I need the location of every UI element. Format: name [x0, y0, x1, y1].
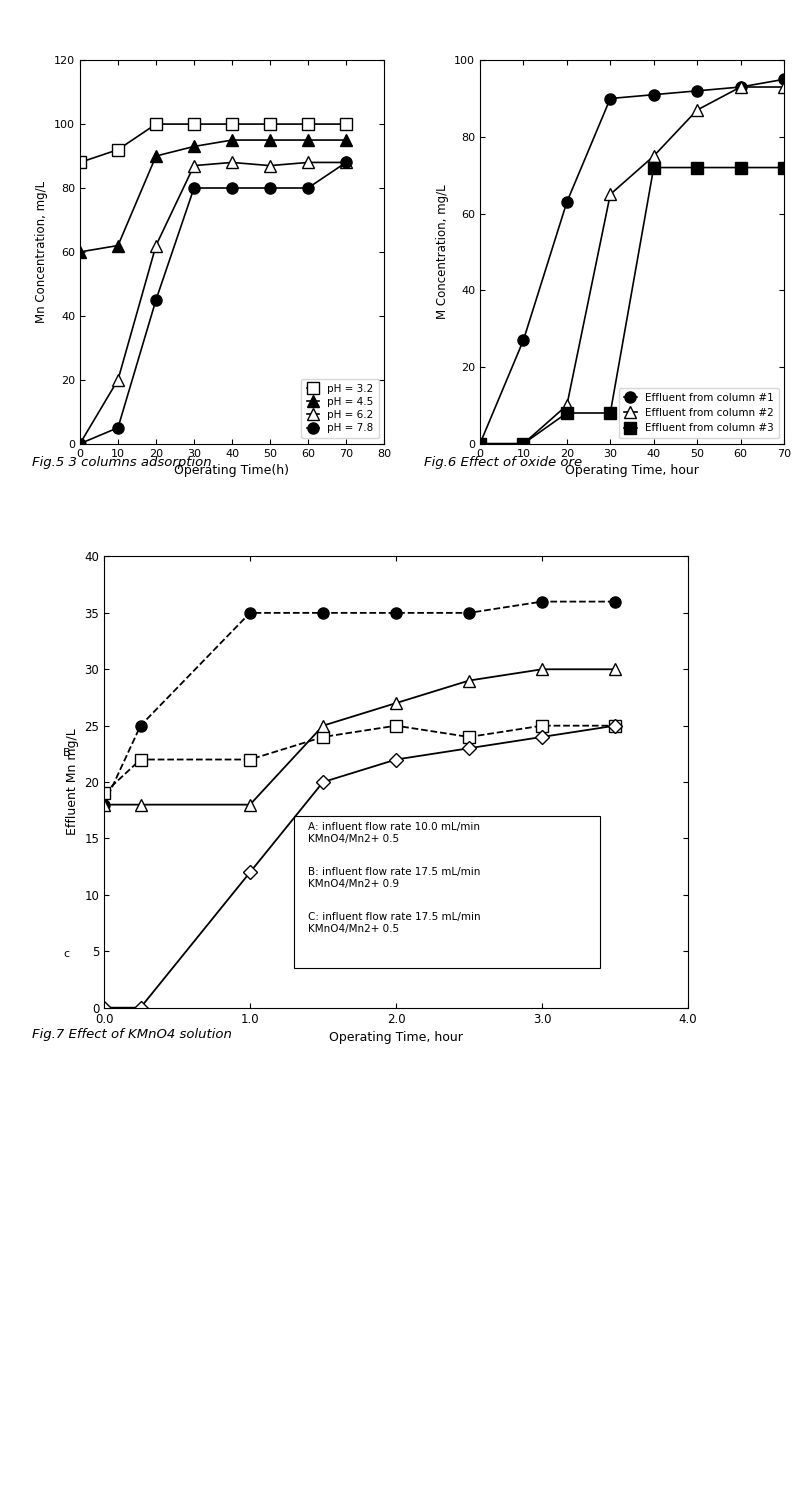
Effluent from column #2 [606, 185, 615, 203]
pH = 4.5 [189, 137, 198, 155]
Effluent from column #3 [606, 405, 615, 423]
pH = 3.2 [303, 116, 313, 134]
pH = 3.2 [114, 141, 123, 159]
Line: Effluent from column #3: Effluent from column #3 [474, 162, 790, 450]
Effluent from column #3 [475, 435, 485, 453]
pH = 6.2 [303, 153, 313, 171]
X-axis label: Operating Time, hour: Operating Time, hour [565, 465, 699, 477]
pH = 4.5 [266, 131, 275, 149]
Line: pH = 4.5: pH = 4.5 [74, 134, 351, 257]
pH = 6.2 [341, 153, 350, 171]
pH = 3.2 [227, 116, 237, 134]
pH = 6.2 [114, 371, 123, 390]
pH = 4.5 [75, 244, 85, 262]
Y-axis label: M Concentration, mg/L: M Concentration, mg/L [435, 185, 449, 319]
Effluent from column #3 [562, 405, 572, 423]
Y-axis label: Mn Concentration, mg/L: Mn Concentration, mg/L [35, 180, 49, 323]
Effluent from column #3 [649, 158, 658, 176]
pH = 3.2 [266, 116, 275, 134]
Line: pH = 6.2: pH = 6.2 [74, 156, 351, 450]
Line: Effluent from column #2: Effluent from column #2 [474, 81, 790, 450]
Effluent from column #2 [649, 147, 658, 165]
pH = 3.2 [189, 116, 198, 134]
Effluent from column #1 [606, 90, 615, 108]
pH = 3.2 [341, 116, 350, 134]
pH = 4.5 [227, 131, 237, 149]
pH = 4.5 [151, 147, 161, 165]
pH = 6.2 [266, 156, 275, 174]
Line: pH = 3.2: pH = 3.2 [74, 119, 351, 168]
Effluent from column #3 [692, 158, 702, 176]
Effluent from column #2 [736, 78, 746, 96]
pH = 7.8 [227, 179, 237, 197]
pH = 7.8 [341, 153, 350, 171]
Line: pH = 7.8: pH = 7.8 [74, 156, 351, 450]
Text: A: influent flow rate 10.0 mL/min
KMnO4/Mn2+ 0.5: A: influent flow rate 10.0 mL/min KMnO4/… [308, 821, 480, 844]
Effluent from column #3 [779, 158, 789, 176]
Y-axis label: Effluent Mn mg/L: Effluent Mn mg/L [66, 729, 78, 835]
Effluent from column #1 [736, 78, 746, 96]
Effluent from column #2 [475, 435, 485, 453]
Effluent from column #3 [736, 158, 746, 176]
Text: Fig.6 Effect of oxide ore: Fig.6 Effect of oxide ore [424, 456, 582, 469]
pH = 7.8 [114, 418, 123, 436]
pH = 7.8 [303, 179, 313, 197]
Text: B: B [63, 747, 70, 758]
Effluent from column #2 [779, 78, 789, 96]
pH = 3.2 [75, 153, 85, 171]
Effluent from column #2 [562, 396, 572, 414]
X-axis label: Operating Time(h): Operating Time(h) [174, 465, 290, 477]
Text: Fig.5 3 columns adsorption: Fig.5 3 columns adsorption [32, 456, 212, 469]
Effluent from column #1 [779, 71, 789, 89]
FancyBboxPatch shape [294, 815, 601, 969]
Legend: Effluent from column #1, Effluent from column #2, Effluent from column #3: Effluent from column #1, Effluent from c… [618, 388, 778, 439]
Text: Fig.7 Effect of KMnO4 solution: Fig.7 Effect of KMnO4 solution [32, 1027, 232, 1041]
Effluent from column #1 [562, 193, 572, 211]
pH = 7.8 [151, 290, 161, 308]
pH = 6.2 [189, 156, 198, 174]
Effluent from column #1 [518, 331, 528, 349]
Legend: pH = 3.2, pH = 4.5, pH = 6.2, pH = 7.8: pH = 3.2, pH = 4.5, pH = 6.2, pH = 7.8 [302, 379, 378, 439]
X-axis label: Operating Time, hour: Operating Time, hour [329, 1032, 463, 1044]
pH = 7.8 [189, 179, 198, 197]
pH = 7.8 [266, 179, 275, 197]
pH = 4.5 [341, 131, 350, 149]
Effluent from column #2 [692, 101, 702, 119]
pH = 4.5 [114, 236, 123, 254]
Text: c: c [63, 949, 70, 958]
pH = 3.2 [151, 116, 161, 134]
Line: Effluent from column #1: Effluent from column #1 [474, 74, 790, 450]
pH = 6.2 [75, 435, 85, 453]
Effluent from column #2 [518, 435, 528, 453]
pH = 6.2 [227, 153, 237, 171]
Effluent from column #1 [692, 81, 702, 99]
pH = 4.5 [303, 131, 313, 149]
Effluent from column #1 [649, 86, 658, 104]
pH = 7.8 [75, 435, 85, 453]
Text: C: influent flow rate 17.5 mL/min
KMnO4/Mn2+ 0.5: C: influent flow rate 17.5 mL/min KMnO4/… [308, 911, 481, 934]
Effluent from column #1 [475, 435, 485, 453]
pH = 6.2 [151, 236, 161, 254]
Effluent from column #3 [518, 435, 528, 453]
Text: B: influent flow rate 17.5 mL/min
KMnO4/Mn2+ 0.9: B: influent flow rate 17.5 mL/min KMnO4/… [308, 866, 481, 889]
